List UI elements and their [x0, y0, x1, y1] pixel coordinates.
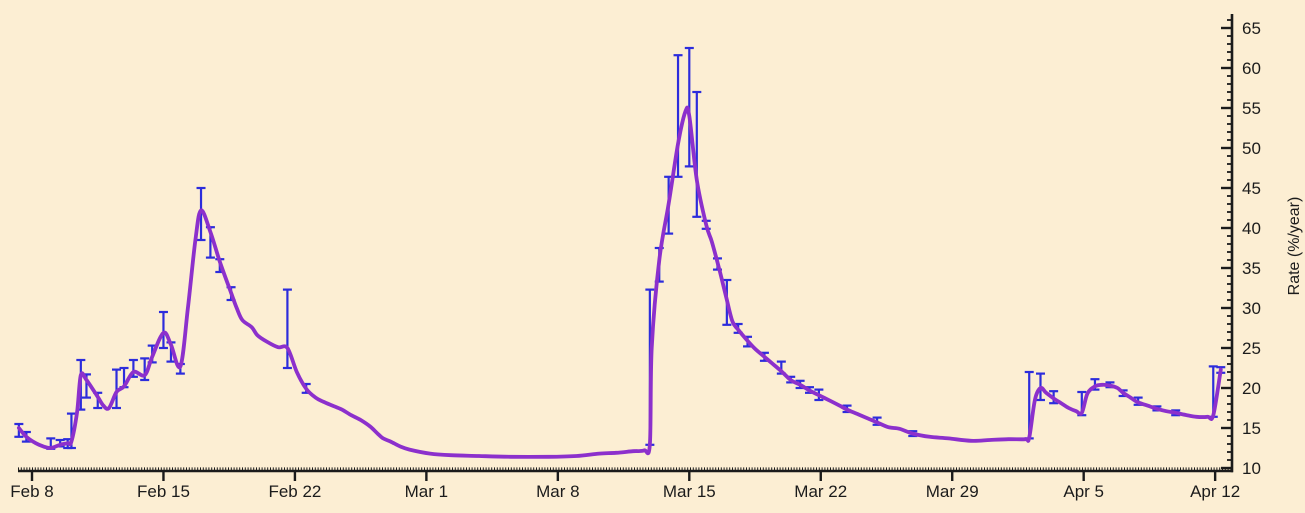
y-tick-label: 20 — [1242, 379, 1261, 398]
x-tick-label: Apr 12 — [1190, 482, 1240, 501]
x-tick-label: Apr 5 — [1063, 482, 1104, 501]
y-tick-label: 50 — [1242, 139, 1261, 158]
rate-curve — [17, 105, 1223, 459]
y-tick-label: 10 — [1242, 459, 1261, 478]
x-tick-label: Feb 8 — [10, 482, 53, 501]
x-tick-label: Mar 15 — [663, 482, 716, 501]
x-tick-label: Mar 22 — [794, 482, 847, 501]
x-tick-label: Mar 29 — [926, 482, 979, 501]
y-tick-label: 35 — [1242, 259, 1261, 278]
y-tick-label: 25 — [1242, 339, 1261, 358]
y-tick-label: 60 — [1242, 59, 1261, 78]
y-tick-label: 55 — [1242, 99, 1261, 118]
y-tick-label: 40 — [1242, 219, 1261, 238]
x-tick-label: Feb 15 — [137, 482, 190, 501]
y-tick-label: 45 — [1242, 179, 1261, 198]
x-tick-label: Mar 1 — [405, 482, 448, 501]
x-tick-label: Mar 8 — [536, 482, 579, 501]
y-tick-label: 30 — [1242, 299, 1261, 318]
y-axis-title: Rate (%/year) — [1286, 196, 1303, 296]
y-tick-label: 15 — [1242, 419, 1261, 438]
x-axis: Feb 8 Feb 15 Feb 22 Mar 1 Mar 8 Mar 15 Mar 22 M… — [10, 471, 1240, 501]
y-tick-label: 65 — [1242, 19, 1261, 38]
y-axis: 10 15 20 25 30 35 40 45 50 55 60 65 — [1221, 19, 1261, 478]
x-tick-label: Feb 22 — [268, 482, 321, 501]
